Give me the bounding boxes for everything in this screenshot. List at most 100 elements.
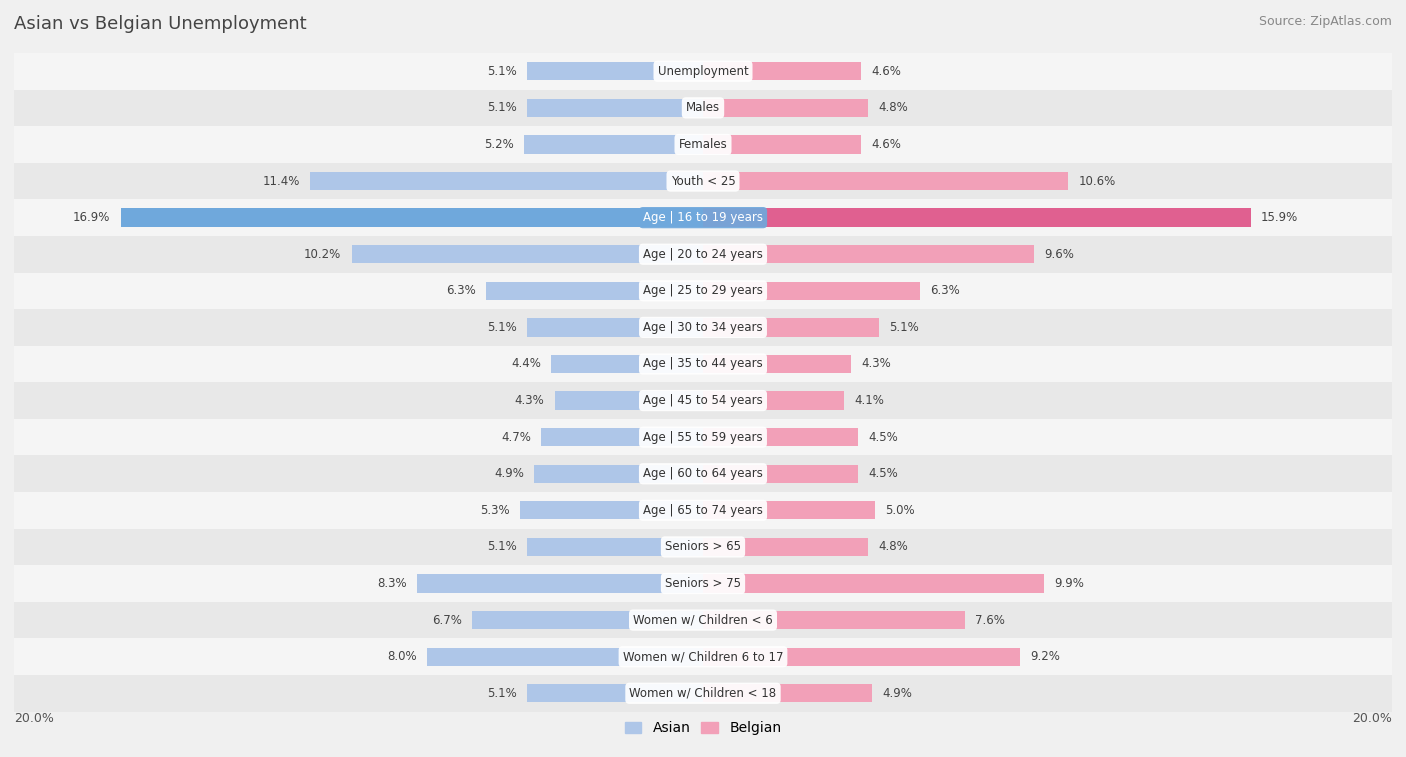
Text: Age | 55 to 59 years: Age | 55 to 59 years <box>643 431 763 444</box>
Text: 4.1%: 4.1% <box>855 394 884 407</box>
Text: 15.9%: 15.9% <box>1261 211 1298 224</box>
Legend: Asian, Belgian: Asian, Belgian <box>619 716 787 741</box>
Text: 11.4%: 11.4% <box>263 175 299 188</box>
Bar <box>703 537 869 556</box>
Bar <box>703 172 1069 190</box>
Bar <box>486 282 703 300</box>
Bar <box>703 62 862 80</box>
Text: Seniors > 75: Seniors > 75 <box>665 577 741 590</box>
Text: 4.6%: 4.6% <box>872 138 901 151</box>
Text: Age | 45 to 54 years: Age | 45 to 54 years <box>643 394 763 407</box>
Text: 10.2%: 10.2% <box>304 248 342 260</box>
Text: 4.8%: 4.8% <box>879 540 908 553</box>
Bar <box>352 245 703 263</box>
Text: 4.5%: 4.5% <box>869 431 898 444</box>
Bar <box>14 492 1392 528</box>
Bar <box>14 126 1392 163</box>
Bar <box>520 501 703 519</box>
Text: 4.8%: 4.8% <box>879 101 908 114</box>
Text: Unemployment: Unemployment <box>658 65 748 78</box>
Bar <box>14 456 1392 492</box>
Bar <box>418 575 703 593</box>
Text: 4.6%: 4.6% <box>872 65 901 78</box>
Text: 4.3%: 4.3% <box>515 394 544 407</box>
Text: 9.9%: 9.9% <box>1054 577 1084 590</box>
Text: 10.6%: 10.6% <box>1078 175 1116 188</box>
Bar <box>703 611 965 629</box>
Bar <box>14 273 1392 309</box>
Text: 16.9%: 16.9% <box>73 211 111 224</box>
Bar <box>14 638 1392 675</box>
Text: 8.3%: 8.3% <box>377 577 406 590</box>
Bar <box>14 382 1392 419</box>
Text: Age | 60 to 64 years: Age | 60 to 64 years <box>643 467 763 480</box>
Bar <box>311 172 703 190</box>
Bar <box>703 465 858 483</box>
Text: 5.1%: 5.1% <box>488 65 517 78</box>
Text: 4.4%: 4.4% <box>512 357 541 370</box>
Text: Females: Females <box>679 138 727 151</box>
Text: 9.6%: 9.6% <box>1045 248 1074 260</box>
Bar <box>14 309 1392 346</box>
Text: Youth < 25: Youth < 25 <box>671 175 735 188</box>
Bar <box>14 199 1392 236</box>
Text: 4.9%: 4.9% <box>882 687 912 699</box>
Bar <box>703 208 1251 227</box>
Bar <box>703 647 1019 666</box>
Bar <box>703 355 851 373</box>
Text: Women w/ Children < 6: Women w/ Children < 6 <box>633 614 773 627</box>
Bar <box>555 391 703 410</box>
Text: 20.0%: 20.0% <box>1353 712 1392 724</box>
Bar <box>551 355 703 373</box>
Bar <box>703 428 858 447</box>
Bar <box>703 391 844 410</box>
Bar <box>14 675 1392 712</box>
Text: Age | 16 to 19 years: Age | 16 to 19 years <box>643 211 763 224</box>
Text: Women w/ Children 6 to 17: Women w/ Children 6 to 17 <box>623 650 783 663</box>
Text: 6.3%: 6.3% <box>446 285 475 298</box>
Text: Source: ZipAtlas.com: Source: ZipAtlas.com <box>1258 15 1392 28</box>
Text: 6.7%: 6.7% <box>432 614 461 627</box>
Text: 4.7%: 4.7% <box>501 431 531 444</box>
Bar <box>14 53 1392 89</box>
Bar <box>527 684 703 702</box>
Text: 7.6%: 7.6% <box>976 614 1005 627</box>
Text: Age | 25 to 29 years: Age | 25 to 29 years <box>643 285 763 298</box>
Bar <box>14 346 1392 382</box>
Text: 6.3%: 6.3% <box>931 285 960 298</box>
Text: Seniors > 65: Seniors > 65 <box>665 540 741 553</box>
Text: 5.1%: 5.1% <box>488 101 517 114</box>
Text: 5.0%: 5.0% <box>886 504 915 517</box>
Bar <box>703 136 862 154</box>
Text: 9.2%: 9.2% <box>1031 650 1060 663</box>
Bar <box>703 318 879 337</box>
Bar <box>427 647 703 666</box>
Text: Asian vs Belgian Unemployment: Asian vs Belgian Unemployment <box>14 15 307 33</box>
Bar <box>534 465 703 483</box>
Bar <box>541 428 703 447</box>
Bar <box>14 602 1392 638</box>
Text: 20.0%: 20.0% <box>14 712 53 724</box>
Bar <box>527 537 703 556</box>
Text: Age | 20 to 24 years: Age | 20 to 24 years <box>643 248 763 260</box>
Text: 8.0%: 8.0% <box>388 650 418 663</box>
Bar <box>14 163 1392 199</box>
Bar <box>14 236 1392 273</box>
Bar <box>527 318 703 337</box>
Text: 5.1%: 5.1% <box>488 687 517 699</box>
Text: 5.1%: 5.1% <box>889 321 918 334</box>
Bar <box>472 611 703 629</box>
Bar <box>527 98 703 117</box>
Text: 4.3%: 4.3% <box>862 357 891 370</box>
Bar <box>703 98 869 117</box>
Bar <box>121 208 703 227</box>
Bar <box>524 136 703 154</box>
Text: 5.1%: 5.1% <box>488 540 517 553</box>
Text: 4.5%: 4.5% <box>869 467 898 480</box>
Text: Women w/ Children < 18: Women w/ Children < 18 <box>630 687 776 699</box>
Bar <box>14 528 1392 565</box>
Text: Age | 65 to 74 years: Age | 65 to 74 years <box>643 504 763 517</box>
Bar <box>703 684 872 702</box>
Text: 5.3%: 5.3% <box>481 504 510 517</box>
Bar <box>703 575 1045 593</box>
